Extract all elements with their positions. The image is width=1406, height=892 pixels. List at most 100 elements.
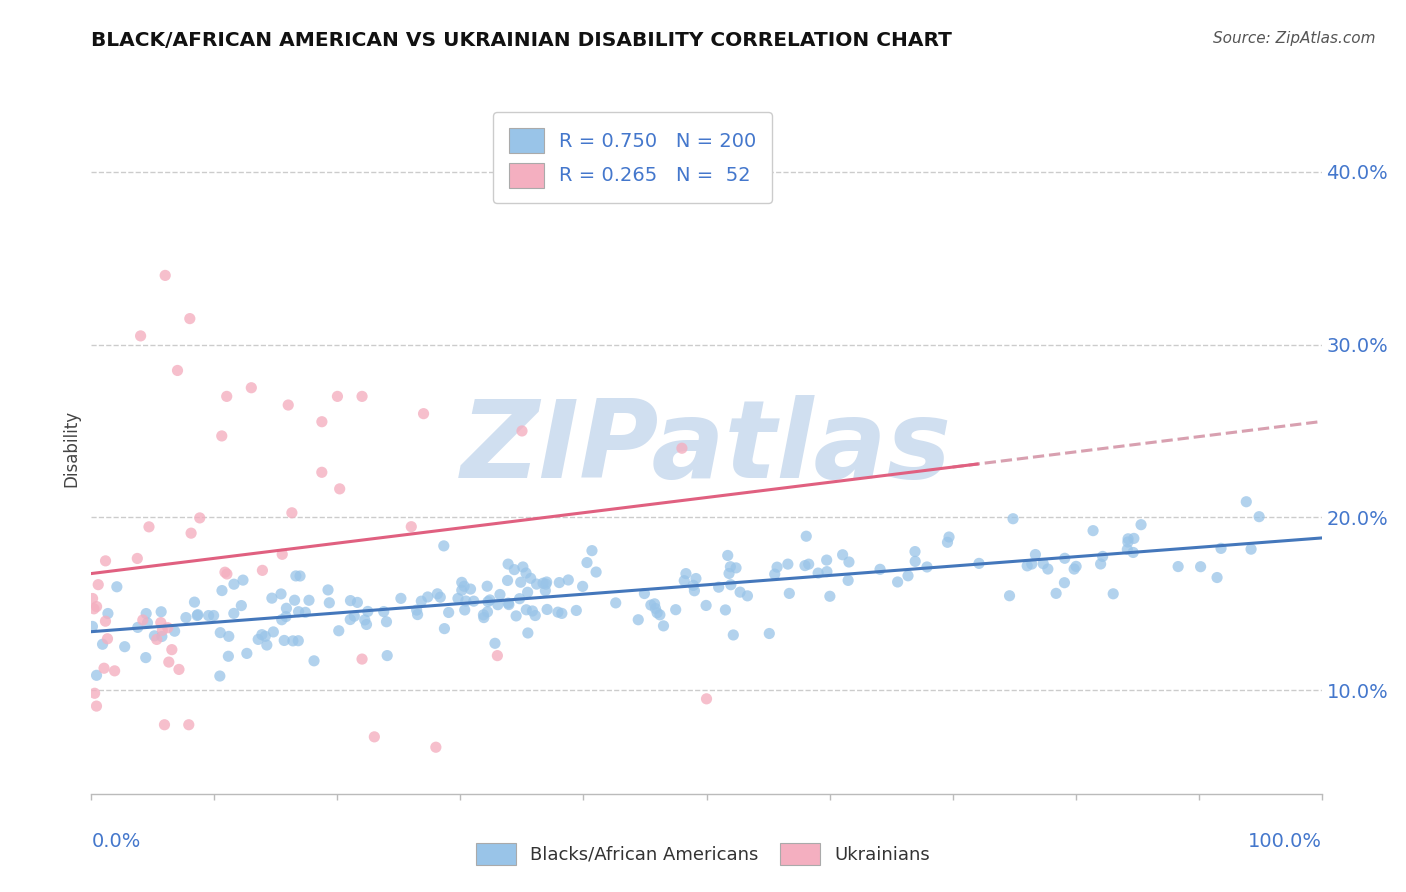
- Point: [763, 567, 786, 582]
- Point: [503, 563, 526, 577]
- Point: [433, 539, 456, 553]
- Point: [665, 603, 688, 617]
- Point: [136, 615, 159, 630]
- Point: [163, 624, 186, 639]
- Point: [222, 607, 245, 621]
- Point: [1122, 532, 1144, 546]
- Point: [534, 577, 557, 591]
- Point: [271, 547, 294, 561]
- Point: [519, 571, 541, 585]
- Point: [1024, 548, 1046, 562]
- Point: [252, 563, 274, 577]
- Point: [938, 530, 960, 544]
- Point: [1206, 570, 1229, 584]
- Point: [276, 601, 298, 615]
- Point: [127, 551, 149, 566]
- Point: [1102, 587, 1125, 601]
- Point: [277, 398, 299, 412]
- Point: [273, 633, 295, 648]
- Point: [114, 640, 136, 654]
- Point: [316, 582, 339, 597]
- Point: [869, 562, 891, 576]
- Point: [425, 740, 447, 755]
- Point: [97, 607, 120, 621]
- Point: [250, 628, 273, 642]
- Point: [489, 587, 512, 601]
- Point: [405, 603, 427, 617]
- Point: [328, 624, 350, 638]
- Point: [247, 632, 270, 647]
- Point: [270, 587, 292, 601]
- Point: [256, 638, 278, 652]
- Text: 0.0%: 0.0%: [91, 832, 141, 851]
- Point: [86, 599, 108, 614]
- Point: [231, 599, 253, 613]
- Point: [232, 573, 254, 587]
- Y-axis label: Disability: Disability: [62, 409, 80, 487]
- Point: [389, 591, 412, 606]
- Point: [524, 608, 547, 623]
- Point: [505, 608, 527, 623]
- Point: [640, 598, 662, 612]
- Point: [685, 572, 707, 586]
- Point: [150, 630, 173, 644]
- Point: [565, 603, 588, 617]
- Point: [254, 629, 277, 643]
- Point: [104, 664, 127, 678]
- Point: [211, 583, 233, 598]
- Point: [1091, 549, 1114, 564]
- Point: [724, 561, 747, 575]
- Point: [129, 329, 152, 343]
- Point: [1122, 545, 1144, 559]
- Point: [776, 557, 799, 571]
- Point: [222, 577, 245, 591]
- Point: [581, 543, 603, 558]
- Point: [343, 609, 366, 624]
- Point: [406, 607, 429, 622]
- Point: [675, 566, 697, 581]
- Point: [87, 577, 110, 591]
- Point: [83, 602, 105, 616]
- Point: [1002, 512, 1025, 526]
- Point: [352, 652, 374, 666]
- Point: [211, 429, 233, 443]
- Point: [302, 654, 325, 668]
- Point: [183, 595, 205, 609]
- Point: [202, 608, 225, 623]
- Point: [897, 568, 920, 582]
- Point: [1032, 557, 1054, 571]
- Point: [477, 605, 499, 619]
- Text: 100.0%: 100.0%: [1247, 832, 1322, 851]
- Point: [718, 559, 741, 574]
- Point: [477, 579, 499, 593]
- Point: [472, 610, 495, 624]
- Point: [215, 389, 238, 403]
- Point: [329, 482, 352, 496]
- Point: [287, 633, 309, 648]
- Point: [498, 598, 520, 612]
- Point: [93, 661, 115, 675]
- Point: [135, 650, 157, 665]
- Point: [145, 632, 167, 647]
- Point: [150, 624, 173, 638]
- Point: [1064, 559, 1087, 574]
- Point: [1209, 541, 1232, 556]
- Point: [174, 610, 197, 624]
- Point: [160, 642, 183, 657]
- Point: [217, 649, 239, 664]
- Point: [838, 555, 860, 569]
- Point: [547, 605, 569, 619]
- Point: [673, 574, 696, 588]
- Point: [375, 648, 398, 663]
- Point: [766, 560, 789, 574]
- Point: [797, 557, 820, 571]
- Point: [353, 613, 375, 627]
- Point: [815, 553, 838, 567]
- Point: [83, 686, 105, 700]
- Point: [357, 604, 380, 618]
- Point: [274, 609, 297, 624]
- Point: [143, 629, 166, 643]
- Point: [644, 597, 666, 611]
- Point: [94, 614, 117, 628]
- Point: [450, 583, 472, 598]
